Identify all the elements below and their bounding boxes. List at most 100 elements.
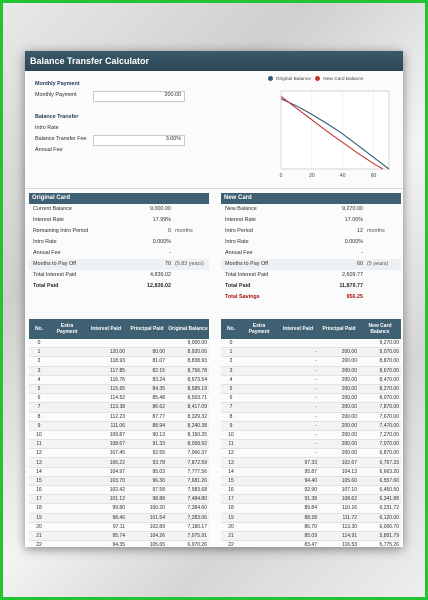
table-cell: 98.88 xyxy=(127,494,167,505)
extra-payment-cell[interactable] xyxy=(241,448,277,459)
extra-payment-cell[interactable] xyxy=(241,347,277,358)
extra-payment-cell[interactable] xyxy=(241,439,277,450)
table-cell: - xyxy=(277,375,319,385)
table-cell: 5,891.79 xyxy=(359,531,401,542)
table-row: 4 116.76 83.24 8,673.54 xyxy=(29,375,209,385)
extra-payment-cell[interactable] xyxy=(49,384,85,395)
new-value[interactable]: 17.00% xyxy=(344,217,363,223)
extra-payment-cell[interactable] xyxy=(241,375,277,385)
extra-payment-cell[interactable] xyxy=(241,356,277,367)
orig-value[interactable]: - xyxy=(169,250,171,256)
table-cell: 21 xyxy=(29,531,49,542)
table-cell: 94.35 xyxy=(85,540,127,547)
extra-payment-cell[interactable] xyxy=(241,421,277,431)
extra-payment-cell[interactable] xyxy=(241,402,277,413)
table-cell: 86.70 xyxy=(277,522,319,532)
series-line-0 xyxy=(280,98,390,170)
table-cell: 3 xyxy=(221,366,241,376)
extra-payment-cell[interactable] xyxy=(49,494,85,505)
table-cell: 92.55 xyxy=(127,448,167,459)
table-cell: 8,058.92 xyxy=(167,439,209,450)
extra-payment-cell[interactable] xyxy=(241,384,277,395)
extra-payment-cell[interactable] xyxy=(49,356,85,367)
orig-value[interactable]: 0.000% xyxy=(152,239,171,245)
table-cell: 11 xyxy=(221,439,241,450)
extra-payment-cell[interactable] xyxy=(241,522,277,532)
extra-payment-cell[interactable] xyxy=(241,485,277,496)
table-cell: 1 xyxy=(29,347,49,358)
monthly-heading: Monthly Payment xyxy=(35,81,80,87)
new-total-value: 11,879.77 xyxy=(339,283,363,289)
table-cell: 7 xyxy=(29,402,49,413)
extra-payment-cell[interactable] xyxy=(241,503,277,514)
table-row: 14 104.97 95.03 7,777.56 xyxy=(29,467,209,477)
table-row: 10 -200.00 7,270.00 xyxy=(221,430,401,441)
extra-payment-cell[interactable] xyxy=(49,457,85,468)
new-months-years: (5 years) xyxy=(367,261,389,267)
extra-payment-cell[interactable] xyxy=(49,421,85,431)
extra-payment-cell[interactable] xyxy=(241,339,277,349)
extra-payment-cell[interactable] xyxy=(49,430,85,441)
extra-payment-cell[interactable] xyxy=(241,540,277,547)
table-cell: 113.38 xyxy=(85,402,127,413)
transfer-fee-label: Balance Transfer Fee xyxy=(35,136,87,142)
monthly-payment-label: Monthly Payment xyxy=(35,92,77,98)
extra-payment-cell[interactable] xyxy=(49,531,85,542)
orig-interest-label: Total Interest Paid xyxy=(33,272,77,278)
orig-value[interactable]: 0 xyxy=(168,228,171,234)
extra-payment-cell[interactable] xyxy=(49,513,85,523)
monthly-payment-field[interactable] xyxy=(93,91,185,102)
extra-payment-cell[interactable] xyxy=(241,430,277,441)
extra-payment-cell[interactable] xyxy=(241,467,277,477)
new-value[interactable]: - xyxy=(361,250,363,256)
extra-payment-cell[interactable] xyxy=(241,457,277,468)
extra-payment-cell[interactable] xyxy=(241,531,277,542)
extra-payment-cell[interactable] xyxy=(49,522,85,532)
extra-payment-cell[interactable] xyxy=(49,476,85,487)
table-row: 14 95.87 104.13 6,663.20 xyxy=(221,467,401,477)
extra-payment-cell[interactable] xyxy=(241,412,277,422)
table-cell: 8,417.09 xyxy=(167,402,209,413)
extra-payment-cell[interactable] xyxy=(241,393,277,404)
new-card-inputs: New Balance 9,270.00 Interest Rate 17.00% In… xyxy=(221,204,401,259)
extra-payment-cell[interactable] xyxy=(49,393,85,404)
column-header: No. xyxy=(29,319,49,339)
transfer-fee-field[interactable] xyxy=(93,135,185,146)
extra-payment-cell[interactable] xyxy=(241,366,277,376)
new-value[interactable]: 9,270.00 xyxy=(342,206,363,212)
extra-payment-cell[interactable] xyxy=(49,503,85,514)
table-cell: 15 xyxy=(29,476,49,487)
extra-payment-cell[interactable] xyxy=(49,402,85,413)
extra-payment-cell[interactable] xyxy=(49,366,85,376)
extra-payment-cell[interactable] xyxy=(49,347,85,358)
orig-value[interactable]: 17.99% xyxy=(152,217,171,223)
top-section: Monthly Payment Monthly Payment 200.00 B… xyxy=(25,71,403,189)
extra-payment-cell[interactable] xyxy=(49,448,85,459)
new-value[interactable]: 12 xyxy=(357,228,363,234)
extra-payment-cell[interactable] xyxy=(49,339,85,349)
summary-columns: Original Card Current Balance 9,000.00 Int… xyxy=(25,189,403,319)
table-cell: 4 xyxy=(29,375,49,385)
table-cell: 116.76 xyxy=(85,375,127,385)
extra-payment-cell[interactable] xyxy=(241,494,277,505)
extra-payment-cell[interactable] xyxy=(241,513,277,523)
extra-payment-cell[interactable] xyxy=(49,375,85,385)
column-header: Extra Payment xyxy=(241,319,277,339)
extra-payment-cell[interactable] xyxy=(49,485,85,496)
orig-value[interactable]: 9,000.00 xyxy=(150,206,171,212)
table-row: 1 -200.00 9,070.00 xyxy=(221,347,401,358)
chart-legend: Original Balance New Card Balance xyxy=(229,75,399,85)
table-cell: 15 xyxy=(221,476,241,487)
new-value[interactable]: 0.000% xyxy=(344,239,363,245)
extra-payment-cell[interactable] xyxy=(49,439,85,450)
extra-payment-cell[interactable] xyxy=(241,476,277,487)
extra-payment-cell[interactable] xyxy=(49,467,85,477)
extra-payment-cell[interactable] xyxy=(49,540,85,547)
new-label: New Balance xyxy=(225,206,257,212)
table-cell: 20 xyxy=(221,522,241,532)
table-cell: 91.38 xyxy=(277,494,319,505)
table-cell: 0 xyxy=(221,339,241,349)
table-cell: 19 xyxy=(221,513,241,523)
table-cell: 0 xyxy=(29,339,49,349)
extra-payment-cell[interactable] xyxy=(49,412,85,422)
